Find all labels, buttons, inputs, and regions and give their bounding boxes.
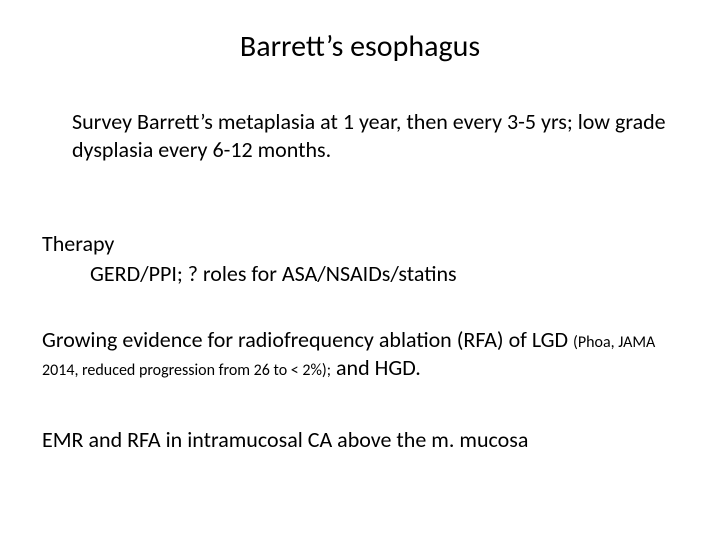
therapy-detail: GERD/PPI; ? roles for ASA/NSAIDs/statins (42, 260, 678, 288)
survey-text: Survey Barrett’s metaplasia at 1 year, t… (42, 108, 678, 163)
slide-title: Barrett’s esophagus (0, 28, 720, 65)
rfa-text: Growing evidence for radiofrequency abla… (42, 326, 678, 381)
therapy-heading: Therapy (42, 230, 678, 258)
slide: Barrett’s esophagus Survey Barrett’s met… (0, 0, 720, 540)
emr-text: EMR and RFA in intramucosal CA above the… (42, 426, 678, 454)
rfa-part2: and HGD. (331, 354, 421, 381)
rfa-part1: Growing evidence for radiofrequency abla… (42, 326, 573, 353)
